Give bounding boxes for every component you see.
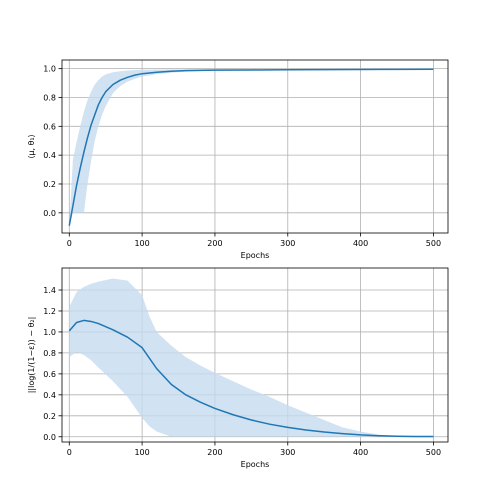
y-tick-label: 0.6 xyxy=(43,122,56,131)
chart-panel-1: 0 100 200 300 400 500 0.0 0.2 0.4 0.6 0.8 1.0 Epochs… xyxy=(27,59,449,260)
plot-frame xyxy=(61,59,449,234)
y-tick-label: 0.2 xyxy=(43,412,56,421)
y-axis-label: ||log(1/(1−ε)) − θ₂| xyxy=(27,317,36,394)
x-tick-label: 100 xyxy=(134,448,149,457)
y-tick-label: 0.4 xyxy=(43,151,56,160)
x-axis-label: Epochs xyxy=(241,460,270,469)
x-tick-label: 100 xyxy=(134,239,149,248)
y-tick-label: 0.2 xyxy=(43,180,56,189)
y-tick-label: 0.0 xyxy=(43,433,56,442)
x-tick-label: 0 xyxy=(67,448,72,457)
y-tick-label: 1.0 xyxy=(43,328,56,337)
y-tick-label: 0.6 xyxy=(43,370,56,379)
x-tick-label: 300 xyxy=(280,448,295,457)
x-tick-label: 400 xyxy=(353,448,368,457)
x-tick-label: 200 xyxy=(207,239,222,248)
x-tick-label: 300 xyxy=(280,239,295,248)
x-tick-label: 400 xyxy=(353,239,368,248)
mean-line xyxy=(68,68,434,226)
y-tick-label: 0.0 xyxy=(43,209,56,218)
y-tick-label: 0.8 xyxy=(43,349,56,358)
y-tick-label: 0.4 xyxy=(43,391,56,400)
y-tick-label: 1.2 xyxy=(43,307,56,316)
y-axis-label: ⟨μ, θ₁⟩ xyxy=(27,134,36,159)
plot-frame xyxy=(61,267,449,443)
y-tick-label: 0.8 xyxy=(43,93,56,102)
x-tick-label: 500 xyxy=(426,239,441,248)
x-tick-label: 0 xyxy=(67,239,72,248)
confidence-band xyxy=(69,278,434,437)
chart-panel-2: 0 100 200 300 400 500 0.0 0.2 0.4 0.6 0.8 1.0 1.2 1.4… xyxy=(27,267,449,469)
mean-line xyxy=(68,319,434,438)
y-tick-label: 1.0 xyxy=(43,65,56,74)
x-axis-label: Epochs xyxy=(241,251,270,260)
x-tick-label: 500 xyxy=(426,448,441,457)
x-tick-label: 200 xyxy=(207,448,222,457)
confidence-band xyxy=(69,68,434,226)
y-tick-label: 1.4 xyxy=(43,286,56,295)
